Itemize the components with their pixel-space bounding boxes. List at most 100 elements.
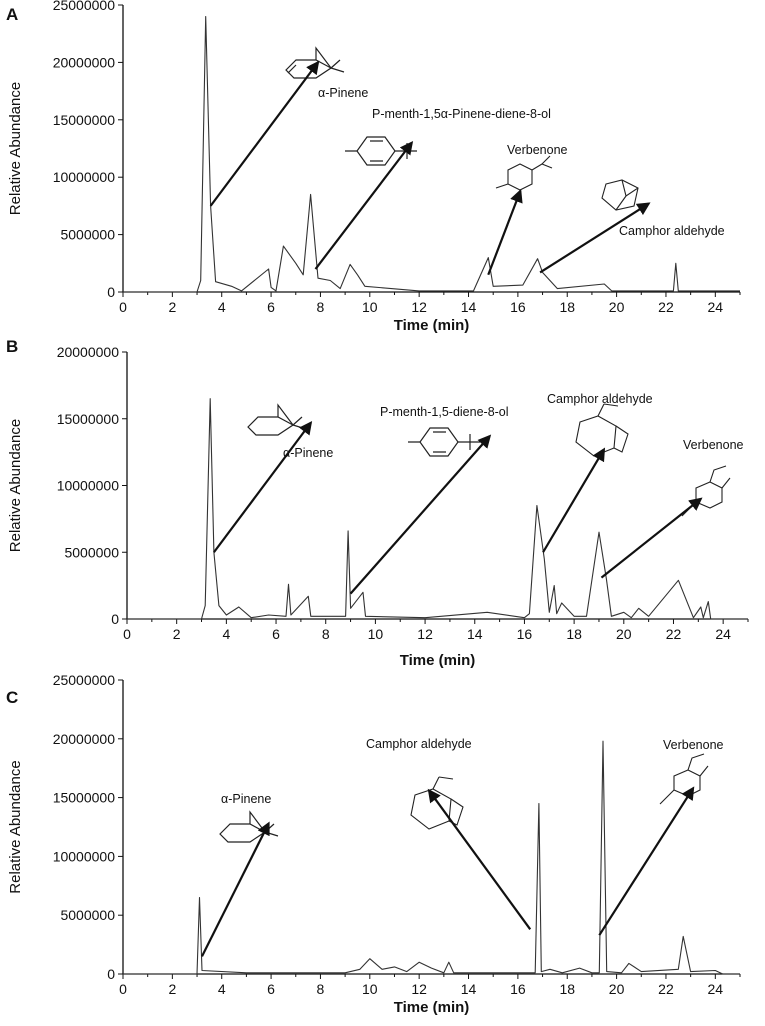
alpha-pinene-structure-icon-b bbox=[247, 403, 307, 436]
series-line bbox=[127, 398, 748, 620]
annotation-label: Verbenone bbox=[683, 438, 744, 452]
annotation-arrow bbox=[598, 786, 695, 936]
x-tick-label: 8 bbox=[322, 626, 330, 642]
annotation-label: Camphor aldehyde bbox=[366, 737, 472, 751]
x-tick-label: 24 bbox=[708, 299, 724, 315]
panel-label: B bbox=[6, 337, 18, 356]
x-tick-label: 18 bbox=[559, 981, 575, 997]
y-tick-label: 20000000 bbox=[57, 344, 120, 360]
x-tick-label: 14 bbox=[467, 626, 483, 642]
x-tick-label: 8 bbox=[317, 981, 325, 997]
annotation-arrow bbox=[314, 141, 414, 270]
x-tick-label: 6 bbox=[272, 626, 280, 642]
x-tick-label: 20 bbox=[609, 981, 625, 997]
x-tick-label: 16 bbox=[510, 981, 526, 997]
annotation-arrow bbox=[487, 188, 523, 276]
x-tick-label: 10 bbox=[362, 981, 378, 997]
y-tick-label: 10000000 bbox=[57, 478, 120, 494]
annotation-label: Verbenone bbox=[663, 738, 724, 752]
y-tick-label: 20000000 bbox=[53, 731, 116, 747]
x-tick-label: 0 bbox=[123, 626, 131, 642]
y-tick-label: 15000000 bbox=[57, 411, 120, 427]
y-tick-label: 0 bbox=[107, 284, 115, 300]
panel-c: C0 2 4 6 8 10 12 14 16 18 20 22 24050000001000000015… bbox=[6, 672, 741, 1016]
x-tick-label: 10 bbox=[362, 299, 378, 315]
y-tick-label: 0 bbox=[111, 611, 119, 627]
x-tick-label: 14 bbox=[461, 299, 477, 315]
y-tick-label: 0 bbox=[107, 966, 115, 982]
series-line bbox=[123, 15, 740, 293]
x-tick-label: 18 bbox=[566, 626, 582, 642]
annotation-arrow bbox=[600, 497, 703, 579]
x-axis-title: Time (min) bbox=[400, 652, 476, 669]
y-tick-label: 15000000 bbox=[53, 790, 116, 806]
camphor-aldehyde-structure-icon-b bbox=[575, 403, 629, 457]
annotation-label: α-Pinene bbox=[221, 792, 271, 806]
annotation-arrow bbox=[542, 447, 606, 553]
x-tick-label: 22 bbox=[658, 981, 674, 997]
y-tick-label: 25000000 bbox=[53, 672, 116, 688]
y-tick-label: 5000000 bbox=[64, 544, 119, 560]
annotation-label: α-Pinene bbox=[283, 446, 333, 460]
panel-a: A0 2 4 6 8 10 12 14 16 18 20 22 24050000001000000015… bbox=[6, 0, 741, 334]
x-tick-label: 20 bbox=[616, 626, 632, 642]
verbenone-structure-icon-a bbox=[495, 155, 553, 191]
y-tick-label: 10000000 bbox=[53, 848, 116, 864]
annotation-label: α-Pinene bbox=[318, 86, 368, 100]
x-tick-label: 0 bbox=[119, 299, 127, 315]
menthadienol-structure-icon-b bbox=[408, 427, 480, 457]
x-tick-label: 4 bbox=[218, 981, 226, 997]
y-tick-label: 10000000 bbox=[53, 169, 116, 185]
x-tick-label: 6 bbox=[267, 299, 275, 315]
alpha-pinene-structure-icon-c bbox=[219, 810, 279, 843]
y-tick-label: 5000000 bbox=[60, 907, 115, 923]
panel-label: C bbox=[6, 688, 18, 707]
annotation-arrow bbox=[213, 420, 313, 553]
x-tick-label: 16 bbox=[510, 299, 526, 315]
x-tick-label: 8 bbox=[317, 299, 325, 315]
x-tick-label: 22 bbox=[658, 299, 674, 315]
x-tick-label: 12 bbox=[411, 981, 427, 997]
annotation-arrow bbox=[349, 434, 492, 595]
series-line bbox=[123, 740, 740, 975]
x-tick-label: 2 bbox=[168, 299, 176, 315]
x-tick-label: 4 bbox=[222, 626, 230, 642]
x-tick-label: 0 bbox=[119, 981, 127, 997]
alpha-pinene-structure-icon bbox=[285, 46, 345, 79]
x-tick-label: 20 bbox=[609, 299, 625, 315]
x-tick-label: 22 bbox=[666, 626, 682, 642]
x-axis-title: Time (min) bbox=[394, 999, 470, 1016]
y-tick-label: 5000000 bbox=[60, 227, 115, 243]
x-axis-title: Time (min) bbox=[394, 317, 470, 334]
x-tick-label: 24 bbox=[708, 981, 724, 997]
x-tick-label: 24 bbox=[715, 626, 731, 642]
x-tick-label: 2 bbox=[173, 626, 181, 642]
verbenone-structure-icon-c bbox=[659, 753, 709, 805]
x-tick-label: 2 bbox=[168, 981, 176, 997]
annotation-label: Camphor aldehyde bbox=[547, 392, 653, 406]
annotation-label: Camphor aldehyde bbox=[619, 224, 725, 238]
y-tick-label: 20000000 bbox=[53, 54, 116, 70]
x-tick-label: 6 bbox=[267, 981, 275, 997]
y-axis-title: Relative Abundance bbox=[7, 419, 24, 552]
x-tick-label: 16 bbox=[517, 626, 533, 642]
annotation-label: Verbenone bbox=[507, 143, 568, 157]
y-tick-label: 15000000 bbox=[53, 112, 116, 128]
x-tick-label: 18 bbox=[559, 299, 575, 315]
panel-b: B0 2 4 6 8 10 12 14 16 18 20 22 24050000001000000015… bbox=[6, 337, 749, 669]
annotation-arrow bbox=[539, 202, 651, 274]
y-axis-title: Relative Abundance bbox=[7, 82, 24, 215]
x-tick-label: 4 bbox=[218, 299, 226, 315]
annotation-label: P-menth-1,5-diene-8-ol bbox=[380, 405, 509, 419]
annotation-label: P-menth-1,5α-Pinene-diene-8-ol bbox=[372, 107, 551, 121]
x-tick-label: 12 bbox=[417, 626, 433, 642]
x-tick-label: 12 bbox=[411, 299, 427, 315]
x-tick-label: 14 bbox=[461, 981, 477, 997]
annotation-arrow bbox=[200, 821, 270, 957]
annotation-arrow bbox=[209, 60, 320, 207]
panel-label: A bbox=[6, 5, 18, 24]
y-axis-title: Relative Abundance bbox=[7, 760, 24, 893]
annotation-arrow bbox=[427, 788, 532, 930]
x-tick-label: 10 bbox=[368, 626, 384, 642]
